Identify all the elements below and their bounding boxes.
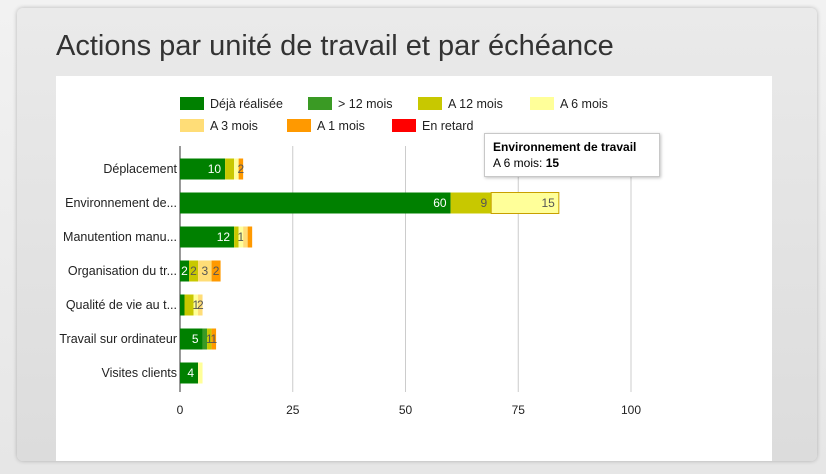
x-tick-label: 0 [177,403,184,417]
data-label: 12 [217,230,231,244]
page-title: Actions par unité de travail et par éché… [56,30,614,62]
category-label: Déplacement [103,162,177,176]
bar-segment [198,260,212,282]
bar-segment [180,192,451,214]
bar-segment [207,328,212,350]
legend-label: En retard [422,119,473,133]
tooltip-title: Environnement de travail [493,140,637,154]
data-label: 15 [541,196,555,210]
bar-segment [180,158,226,180]
data-label: 4 [187,366,194,380]
legend-label: A 3 mois [210,119,258,133]
data-label: 2 [238,162,245,176]
bar-segment [450,192,492,214]
bar-segment [198,362,203,384]
data-label: 9 [481,196,488,210]
bar-segment [189,260,199,282]
legend-label: Déjà réalisée [210,97,283,111]
x-tick-label: 50 [399,403,413,417]
category-label: Qualité de vie au t... [66,298,177,312]
bar-segment [234,226,239,248]
bar-segment [184,294,194,316]
legend-label: A 1 mois [317,119,365,133]
data-label: 2 [181,264,188,278]
bar-segment [225,158,235,180]
bar-segment [243,226,248,248]
x-tick-label: 25 [286,403,300,417]
bar-segment [238,158,244,180]
bar-segment [211,328,217,350]
legend-swatch [530,97,554,110]
legend-swatch [392,119,416,132]
bar-segment [180,328,203,350]
tooltip-label: A 6 mois: [493,156,543,170]
bar-segment [180,226,235,248]
data-label: 1 [192,298,199,312]
bar-segment [247,226,253,248]
legend-swatch [418,97,442,110]
legend-swatch [308,97,332,110]
data-label: 5 [192,332,199,346]
data-label: 1 [210,332,217,346]
tooltip-value: 15 [545,156,560,170]
data-label: 10 [208,162,222,176]
category-label: Organisation du tr... [68,264,177,278]
category-label: Travail sur ordinateur [59,332,177,346]
bar-segment [490,192,560,214]
data-label: 3 [201,264,208,278]
legend-swatch [287,119,311,132]
legend-swatch [180,97,204,110]
bar-segment [234,158,239,180]
x-tick-label: 75 [512,403,526,417]
bar-segment [238,226,244,248]
data-label: 2 [213,264,220,278]
data-label: 2 [197,298,204,312]
bar-segment [180,362,199,384]
data-label: 1 [206,332,213,346]
tooltip-line: A 6 mois: 15 [493,156,651,170]
x-tick-label: 100 [621,403,641,417]
category-label: Environnement de... [65,196,177,210]
data-label: 2 [190,264,197,278]
bar-segment [202,328,208,350]
bar-segment [211,260,221,282]
legend-label: A 6 mois [560,97,608,111]
chart-tooltip: Environnement de travail A 6 mois: 15 [484,133,660,177]
legend-label: > 12 mois [338,97,393,111]
bar-segment [193,294,199,316]
category-label: Visites clients [102,366,178,380]
legend-swatch [180,119,204,132]
data-label: 1 [238,230,245,244]
bar-segment [180,294,185,316]
category-label: Manutention manu... [63,230,177,244]
bar-segment [198,294,203,316]
legend-label: A 12 mois [448,97,503,111]
bar-segment [180,260,190,282]
data-label: 60 [433,196,447,210]
chart-panel: Actions par unité de travail et par éché… [17,8,817,461]
